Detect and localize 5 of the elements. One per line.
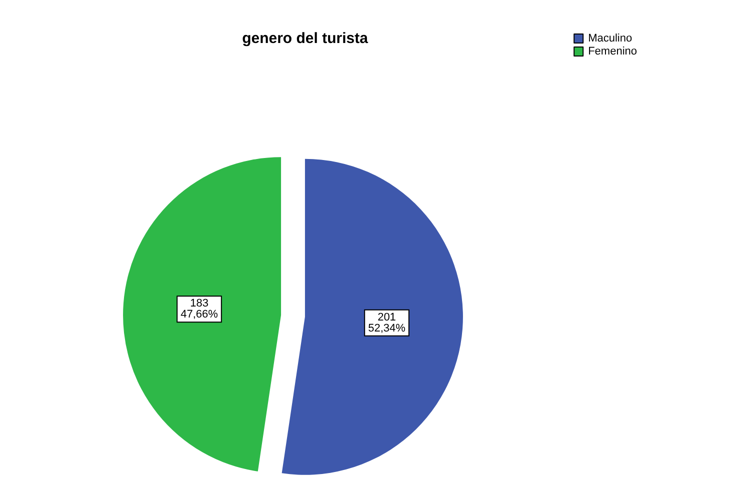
data-label: 201 52,34% — [368, 311, 406, 334]
legend-label: Maculino — [588, 32, 632, 44]
chart-title: genero del turista — [242, 30, 369, 47]
data-label: 183 47,66% — [180, 298, 218, 321]
legend-label: Femenino — [588, 46, 638, 58]
